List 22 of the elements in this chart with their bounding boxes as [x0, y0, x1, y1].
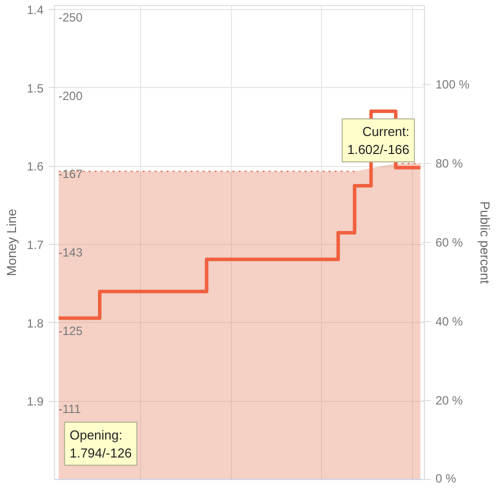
- y-tick-label: 1.7: [26, 238, 44, 252]
- y-tick-label: 1.6: [26, 160, 44, 174]
- y2-tick-label: 40 %: [436, 314, 464, 328]
- annotation: -167: [58, 167, 83, 182]
- y2-tick-label: 100 %: [436, 78, 470, 92]
- y2-axis-title: Public percent: [478, 201, 493, 284]
- y2-tick-label: 80 %: [436, 156, 464, 170]
- y-tick-label: 1.9: [26, 394, 44, 409]
- y2-tick-label: 20 %: [436, 394, 464, 408]
- annotation: -111: [58, 402, 82, 416]
- annotation: -200: [58, 88, 83, 103]
- annotation: -125: [58, 324, 83, 338]
- y2-tick-label: 60 %: [436, 236, 464, 250]
- y-tick-label: 1.8: [26, 316, 44, 330]
- y-tick-label: 1.5: [26, 81, 44, 96]
- annotation: -250: [58, 10, 83, 24]
- annotation: -143: [58, 245, 83, 260]
- y2-tick-label: 0 %: [436, 472, 457, 486]
- annotation: Current: 1.602/-166: [347, 124, 410, 157]
- y-tick-label: 1.4: [26, 2, 44, 17]
- y-axis-title: Money Line: [4, 208, 19, 276]
- annotation: Opening: 1.794/-126: [70, 427, 132, 460]
